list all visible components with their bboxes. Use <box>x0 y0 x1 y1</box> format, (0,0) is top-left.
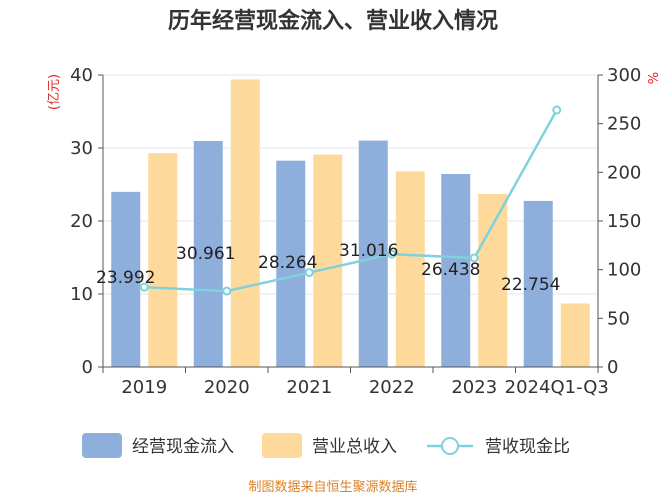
right-tick-label: 150 <box>607 211 641 232</box>
cash-inflow-data-label: 31.016 <box>339 241 398 261</box>
ratio-point <box>139 282 149 292</box>
legend-label-ratio: 营收现金比 <box>485 437 570 457</box>
x-tick-label: 2021 <box>286 377 332 398</box>
grid-lines <box>103 74 598 295</box>
x-tick-label: 2019 <box>121 377 167 398</box>
cash-inflow-data-label: 30.961 <box>176 244 235 264</box>
ratio-point <box>469 253 479 263</box>
legend-swatch-revenue <box>262 433 302 458</box>
ratio-point <box>222 286 232 296</box>
cash-inflow-bar <box>193 140 223 367</box>
right-tick-label: 0 <box>607 357 618 378</box>
legend-item-ratio[interactable]: 营收现金比 <box>427 437 570 457</box>
right-tick-label: 300 <box>607 65 641 86</box>
ratio-point <box>552 105 562 115</box>
cash-inflow-bar <box>358 140 388 367</box>
left-tick-label: 40 <box>70 65 93 86</box>
right-tick-label: 50 <box>607 308 630 329</box>
revenue-bar <box>313 154 343 367</box>
ratio-line-layer <box>139 105 562 296</box>
left-tick-label: 10 <box>70 284 93 305</box>
x-tick-label: 2024Q1-Q3 <box>505 377 609 398</box>
left-tick-label: 0 <box>82 357 93 378</box>
legend-item-cash-inflow[interactable]: 经营现金流入 <box>82 433 234 458</box>
revenue-bar <box>560 303 590 367</box>
cash-inflow-data-label: 28.264 <box>258 253 317 273</box>
ratio-line <box>144 109 558 293</box>
cash-inflow-data-label: 23.992 <box>96 268 155 288</box>
right-tick-label: 100 <box>607 260 641 281</box>
axes-layer: 0 10 20 30 40 0 50 100 150 200 250 300 2019 2020 2021 2… <box>70 65 641 398</box>
cash-inflow-bar <box>523 200 553 367</box>
chart-title: 历年经营现金流入、营业收入情况 <box>168 8 498 34</box>
revenue-bar <box>230 79 260 367</box>
cash-inflow-bar <box>111 191 141 367</box>
ratio-point <box>304 268 314 278</box>
data-labels-layer: 23.992 30.961 28.264 31.016 26.438 22.754 <box>96 241 560 295</box>
cash-inflow-data-label: 26.438 <box>421 260 480 280</box>
legend-marker-ratio <box>441 437 459 455</box>
revenue-bar <box>395 171 425 367</box>
legend-item-revenue[interactable]: 营业总收入 <box>262 433 397 458</box>
legend-swatch-cash-inflow <box>82 433 122 458</box>
cash-inflow-bar <box>276 160 306 367</box>
revenue-bar <box>148 153 178 367</box>
right-tick-label: 250 <box>607 114 641 135</box>
left-tick-label: 30 <box>70 138 93 159</box>
legend-label-revenue: 营业总收入 <box>312 437 397 457</box>
x-tick-label: 2020 <box>204 377 250 398</box>
legend: 经营现金流入 营业总收入 营收现金比 <box>82 433 570 458</box>
ratio-point <box>387 249 397 259</box>
cash-inflow-bar <box>441 174 471 367</box>
right-axis-unit: % <box>647 72 662 84</box>
legend-label-cash-inflow: 经营现金流入 <box>132 437 234 457</box>
right-tick-label: 200 <box>607 162 641 183</box>
cash-inflow-data-label: 22.754 <box>501 275 560 295</box>
source-note: 制图数据来自恒生聚源数据库 <box>248 479 417 495</box>
bars-layer <box>111 79 590 367</box>
left-tick-label: 20 <box>70 211 93 232</box>
x-tick-label: 2022 <box>369 377 415 398</box>
left-axis-unit: (亿元) <box>47 74 62 110</box>
x-tick-label: 2023 <box>451 377 497 398</box>
